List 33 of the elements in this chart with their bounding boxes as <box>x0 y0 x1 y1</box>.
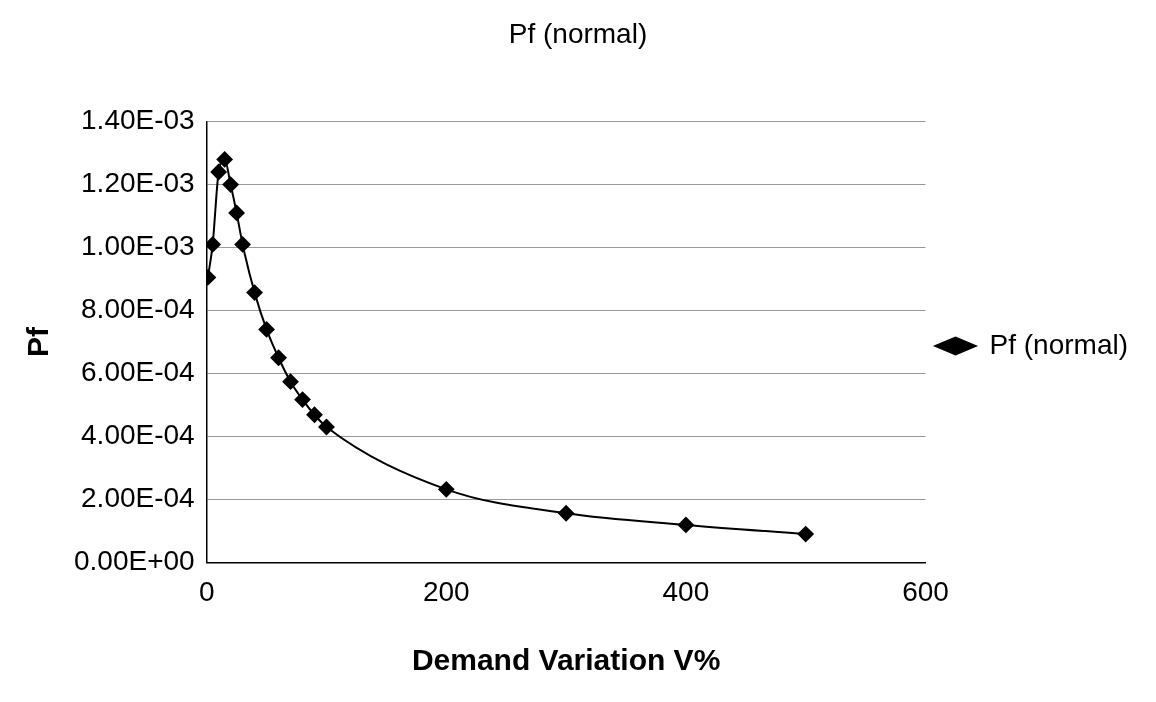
point <box>258 321 275 338</box>
point <box>210 163 227 180</box>
y-tick-label: 1.20E-03 <box>81 167 195 199</box>
y-tick-label: 2.00E-04 <box>81 482 195 514</box>
point <box>306 406 323 423</box>
point <box>558 505 575 522</box>
point <box>228 204 245 221</box>
y-tick-label: 1.40E-03 <box>81 104 195 136</box>
x-tick-label: 400 <box>662 575 710 607</box>
point <box>294 391 311 408</box>
point <box>282 373 299 390</box>
legend-label: Pf (normal) <box>989 328 1128 360</box>
x-tick-label: 0 <box>198 575 215 607</box>
point <box>797 526 814 543</box>
point <box>677 516 694 533</box>
point <box>216 151 233 168</box>
point <box>234 236 251 253</box>
x-tick-label: 200 <box>422 575 470 607</box>
point <box>206 236 221 253</box>
point <box>246 284 263 301</box>
y-tick-label: 1.00E-03 <box>81 230 195 262</box>
point <box>438 481 455 498</box>
x-tick-label: 600 <box>902 575 949 607</box>
y-tick-label: 4.00E-04 <box>81 419 195 451</box>
chart-title: Pf (normal) <box>508 17 648 49</box>
point <box>318 419 335 436</box>
y-tick-label: 0.00E+00 <box>74 545 195 577</box>
point <box>222 176 239 193</box>
x-axis-title: Demand Variation V% <box>411 643 721 677</box>
y-tick-label: 6.00E-04 <box>81 356 195 388</box>
point <box>270 349 287 366</box>
y-tick-label: 8.00E-04 <box>81 293 195 325</box>
y-axis-title: Pf <box>21 325 55 357</box>
